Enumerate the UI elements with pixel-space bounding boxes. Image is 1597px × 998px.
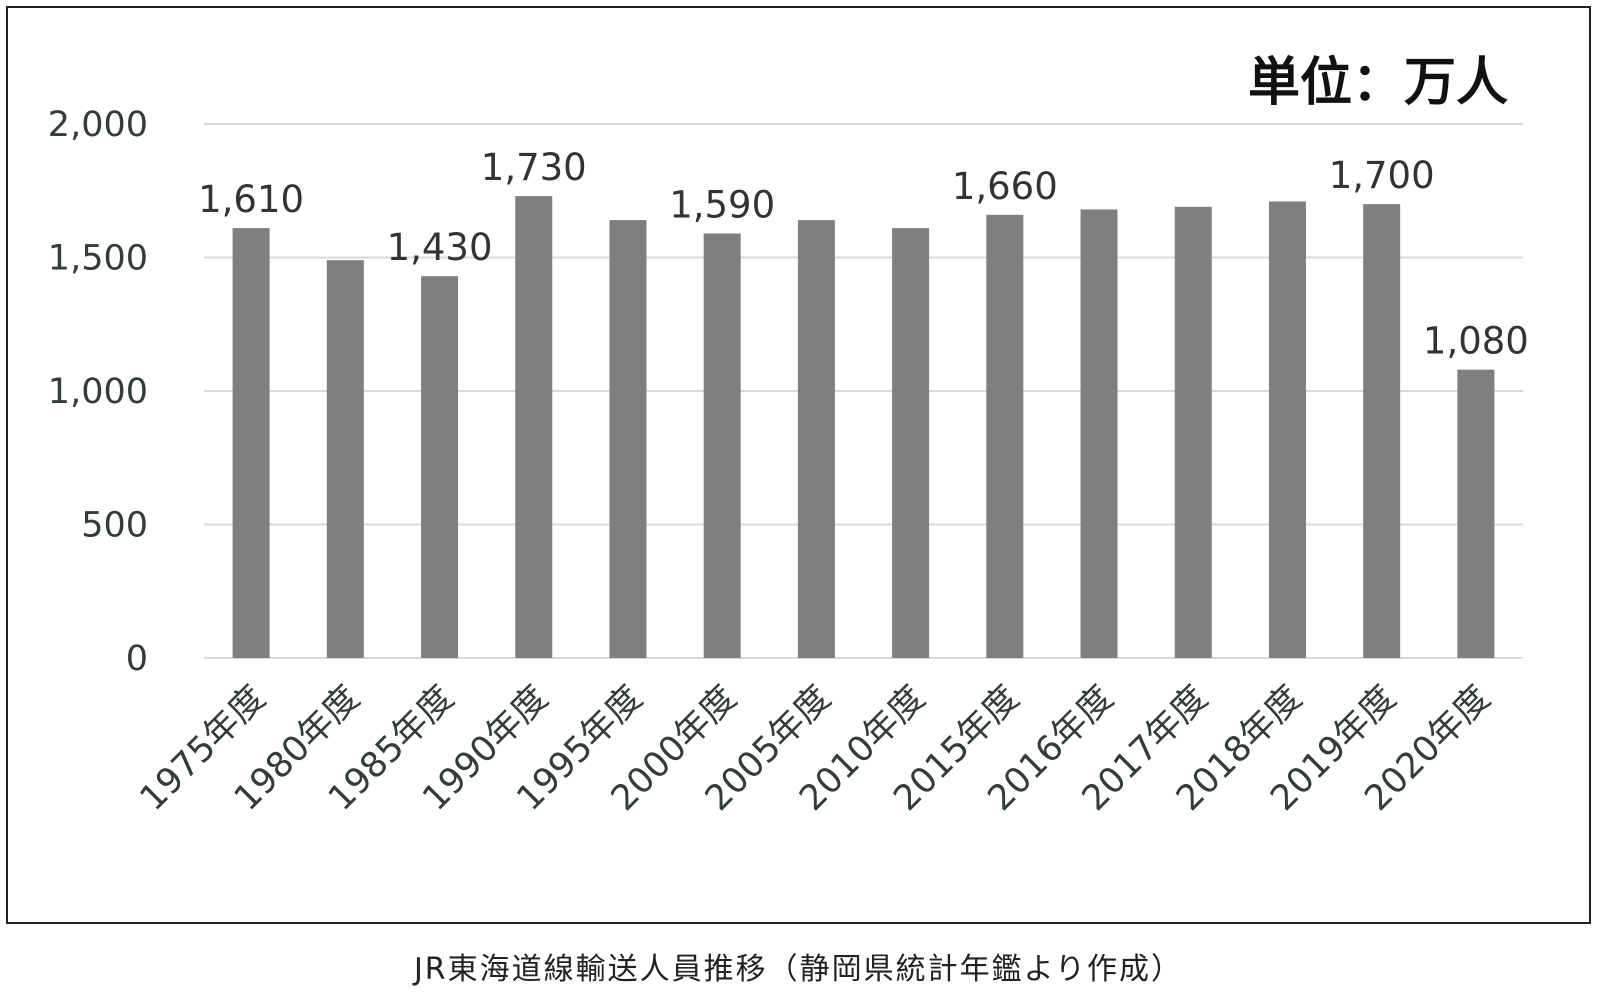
y-axis-ticks: 0 500 1,000 1,500 2,000 (48, 105, 148, 679)
y-tick-label: 2,000 (48, 105, 148, 145)
bar (703, 233, 741, 658)
chart-frame: 1,610 1,430 1,730 1,590 1,660 1,700 1,080 0 500… (6, 6, 1591, 924)
y-tick-label: 1,000 (48, 372, 148, 412)
bar (326, 260, 364, 658)
data-label: 1,660 (952, 165, 1058, 208)
unit-label: 単位：万人 (1248, 53, 1508, 113)
data-label: 1,430 (387, 226, 493, 269)
bar (421, 276, 459, 658)
x-axis-categories: 1975年度1980年度1985年度1990年度1995年度2000年度2005… (133, 678, 1499, 819)
data-label: 1,590 (669, 183, 775, 226)
bar (1363, 204, 1401, 658)
bar (1457, 369, 1495, 658)
data-labels: 1,610 1,430 1,730 1,590 1,660 1,700 1,080 (198, 146, 1529, 363)
bar (1268, 201, 1306, 658)
bar (515, 196, 553, 658)
bar (1080, 209, 1118, 658)
y-tick-label: 1,500 (48, 239, 148, 279)
bar (986, 214, 1024, 658)
bars (232, 196, 1495, 658)
y-tick-label: 500 (81, 506, 148, 546)
bar (609, 220, 647, 658)
data-label: 1,610 (198, 178, 304, 221)
bar (892, 228, 930, 658)
chart-caption: JR東海道線輸送人員推移（静岡県統計年鑑より作成） (413, 952, 1184, 987)
bar (1174, 206, 1212, 658)
bar (232, 228, 270, 658)
gridlines (204, 123, 1523, 659)
bar-chart: 1,610 1,430 1,730 1,590 1,660 1,700 1,080 0 500… (48, 53, 1529, 819)
data-label: 1,080 (1423, 320, 1529, 363)
data-label: 1,730 (481, 146, 587, 189)
data-label: 1,700 (1329, 154, 1435, 197)
bar (797, 220, 835, 658)
y-tick-label: 0 (126, 639, 148, 679)
